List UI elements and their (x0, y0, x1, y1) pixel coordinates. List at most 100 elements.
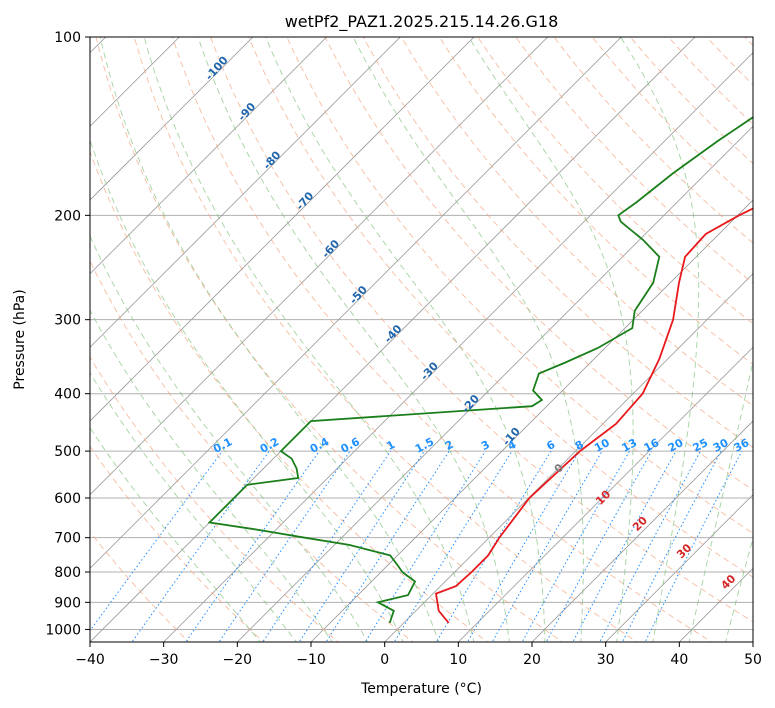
dry-adiabat-line (286, 37, 753, 534)
moist-adiabat-line (90, 309, 333, 642)
isotherm-line (310, 199, 753, 642)
isotherm-line (90, 37, 254, 201)
moist-adiabat-line (265, 37, 546, 642)
isotherm-line (457, 346, 753, 642)
y-axis-label: Pressure (hPa) (12, 289, 28, 389)
dry-adiabat-line (90, 445, 265, 642)
dry-adiabat-line (210, 37, 753, 623)
moist-adiabat-label: 10 (593, 487, 613, 507)
mixing-ratio-label: 0.2 (258, 435, 281, 456)
isotherm-label: -100 (203, 54, 231, 83)
dry-adiabat-line (90, 150, 489, 642)
isotherm-line (236, 125, 753, 642)
mixing-ratio-label: 10 (592, 436, 612, 455)
line-annotations: -100-90-80-70-60-50-40-30-20-100.1 0.2 0.4… (203, 54, 752, 593)
isotherm-line (90, 37, 622, 569)
mixing-ratio-line (262, 450, 392, 642)
isotherm-line (531, 420, 753, 642)
y-tick-label: 400 (54, 387, 81, 403)
mixing-ratio-line (599, 450, 701, 642)
dry-adiabat-line (90, 531, 190, 642)
mixing-ratio-label: 30 (711, 436, 731, 455)
moist-adiabat-line (99, 37, 439, 642)
moist-adiabat-line (90, 235, 369, 642)
mixing-ratio-label: 13 (620, 436, 640, 455)
dry-adiabat-line (400, 37, 753, 407)
mixing-ratio-line (218, 450, 351, 642)
isotherm-label: -20 (459, 392, 482, 416)
y-tick-label: 600 (54, 491, 81, 507)
x-tick-label: 10 (449, 652, 467, 668)
isotherm-line (90, 37, 328, 275)
isotherm-line (0, 10, 59, 654)
x-tick-label: −30 (149, 652, 179, 668)
mixing-ratio-line (572, 450, 677, 642)
temperature-profile-line (434, 207, 753, 624)
isotherm-label: -80 (261, 148, 284, 172)
dry-adiabat-line (95, 37, 564, 642)
isotherm-line (752, 641, 753, 642)
moist-adiabat-line (143, 37, 475, 642)
dry-adiabat-line (133, 37, 638, 642)
mixing-ratio-line (185, 450, 320, 642)
moist-adiabat-label: 40 (718, 572, 738, 592)
y-tick-label: 1000 (45, 622, 81, 638)
dewpoint-profile-line (207, 116, 753, 624)
moist-adiabat-line (352, 37, 584, 642)
mixing-ratio-line (393, 450, 513, 642)
x-tick-label: −20 (223, 652, 253, 668)
x-axis: −40 −30 −20 −10 0 10 20 30 40 50 (75, 642, 762, 668)
y-tick-label: 100 (54, 30, 81, 46)
isotherm-label: -70 (293, 189, 316, 213)
mixing-ratio-line (325, 450, 450, 642)
moist-adiabat-line (468, 37, 634, 642)
y-tick-label: 700 (54, 531, 81, 547)
dry-adiabat-line (248, 37, 753, 578)
dry-adiabat-line (362, 37, 753, 449)
isotherm-label: -50 (347, 283, 370, 307)
isotherm-line (384, 273, 753, 642)
y-axis: 100 200 300 400 500 600 700 800 900 1000 (45, 30, 90, 638)
mixing-ratio-line (466, 450, 580, 642)
moist-adiabat-line (688, 359, 753, 642)
isotherm-line (90, 37, 549, 496)
mixing-ratio-line (621, 450, 722, 642)
dry-adiabat-line (324, 37, 753, 491)
x-tick-label: −40 (75, 652, 105, 668)
x-tick-label: 40 (670, 652, 688, 668)
mixing-ratio-label: 0.1 (211, 435, 234, 456)
isotherm-label: -30 (418, 359, 441, 383)
mixing-ratio-line (298, 450, 425, 642)
x-tick-label: 20 (523, 652, 541, 668)
moist-adiabat-line (90, 371, 297, 642)
isotherm-label: -60 (319, 237, 342, 261)
moist-adiabat-line (197, 37, 510, 642)
mixing-ratio-line (364, 450, 486, 642)
y-tick-label: 800 (54, 565, 81, 581)
y-tick-label: 200 (54, 208, 81, 224)
moist-adiabat-line (620, 37, 700, 642)
mixing-ratio-line (131, 450, 270, 642)
mixing-ratio-line (644, 450, 743, 642)
isotherm-label: -40 (382, 322, 405, 346)
x-tick-label: 0 (380, 652, 389, 668)
x-axis-label: Temperature (°C) (360, 681, 482, 697)
mixing-ratio-line (90, 450, 223, 632)
moist-adiabat-line (90, 138, 404, 642)
isotherm-line (605, 494, 753, 642)
mixing-ratio-label: 25 (691, 436, 711, 455)
dry-adiabat-line (90, 356, 339, 642)
mixing-ratio-label: 0.6 (339, 435, 363, 456)
isotherm-line (90, 37, 180, 127)
y-tick-label: 900 (54, 595, 81, 611)
moist-adiabat-line (725, 536, 753, 642)
mixing-ratio-label: 1.5 (413, 435, 436, 456)
y-tick-label: 300 (54, 313, 81, 329)
chart-title: wetPf2_PAZ1.2025.215.14.26.G18 (285, 12, 559, 32)
dry-adiabat-line (171, 37, 713, 642)
x-tick-label: 50 (744, 652, 762, 668)
dry-adiabat-line (477, 37, 753, 325)
plot-frame (89, 36, 754, 643)
background-grid (0, 10, 753, 654)
